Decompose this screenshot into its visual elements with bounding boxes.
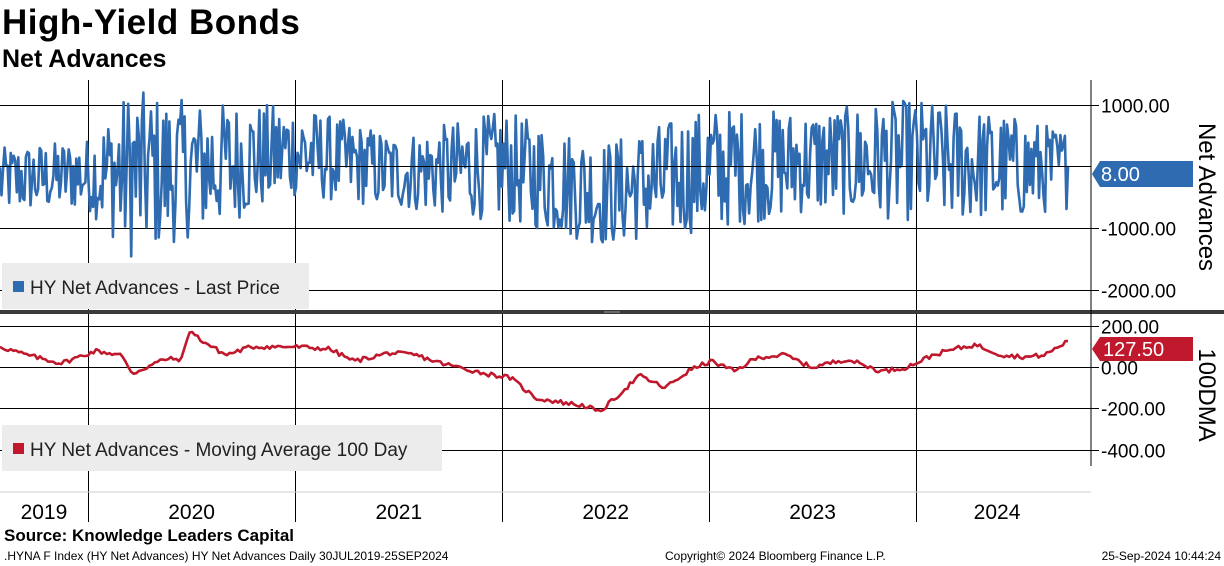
y-top-tick-label: -2000.00	[1101, 282, 1176, 303]
series-line-net-advances	[0, 91, 1070, 258]
last-value-tag-bottom: 127.50	[1092, 337, 1193, 361]
y-top-tick-label: -1000.00	[1101, 220, 1176, 241]
y-bottom-tick-label: -400.00	[1101, 442, 1165, 463]
copyright: Copyright© 2024 Bloomberg Finance L.P.	[665, 549, 886, 563]
last-value-label-top: 8.00	[1101, 164, 1140, 186]
legend-top-background	[2, 263, 309, 309]
chart-title: High-Yield Bonds	[2, 3, 301, 42]
x-tick-label-2024: 2024	[974, 501, 1021, 524]
bottom-panel	[0, 330, 1068, 413]
series-line-100dma	[0, 330, 1068, 413]
last-value-tag-bottom-shape	[1092, 337, 1193, 361]
y-bottom-tick-label: 0.00	[1101, 359, 1138, 380]
y-top-tick-label: 1000.00	[1101, 97, 1170, 118]
y-axis-title-bottom: 100DMA	[1193, 348, 1220, 441]
legend-bottom-swatch	[13, 443, 24, 454]
x-tick-label-2023: 2023	[789, 501, 836, 524]
legend-top: HY Net Advances - Last Price	[2, 263, 309, 309]
timestamp: 25-Sep-2024 10:44:24	[1101, 549, 1221, 563]
x-tick-label-2019: 2019	[21, 501, 68, 524]
last-value-label-bottom: 127.50	[1103, 339, 1164, 361]
x-tick-label-2022: 2022	[582, 501, 629, 524]
y-axis-title-top: Net Advances	[1193, 123, 1220, 271]
x-tick-label-2020: 2020	[168, 501, 215, 524]
top-panel	[0, 91, 1091, 258]
x-tick-label-2021: 2021	[375, 501, 422, 524]
legend-bottom: HY Net Advances - Moving Average 100 Day	[2, 425, 442, 471]
index-info: .HYNA F Index (HY Net Advances) HY Net A…	[4, 549, 449, 563]
legend-top-label: HY Net Advances - Last Price	[30, 278, 280, 299]
legend-bottom-label: HY Net Advances - Moving Average 100 Day	[30, 440, 408, 461]
y-bottom-tick-label: 200.00	[1101, 318, 1159, 339]
legend-bottom-background	[2, 425, 442, 471]
chart-subtitle: Net Advances	[2, 45, 167, 73]
last-value-tag-top-shape	[1092, 161, 1193, 187]
source-note: Source: Knowledge Leaders Capital	[4, 526, 295, 545]
last-value-tag-top: 8.00	[1092, 161, 1193, 187]
legend-top-swatch	[13, 281, 24, 292]
y-bottom-tick-label: -200.00	[1101, 400, 1165, 421]
